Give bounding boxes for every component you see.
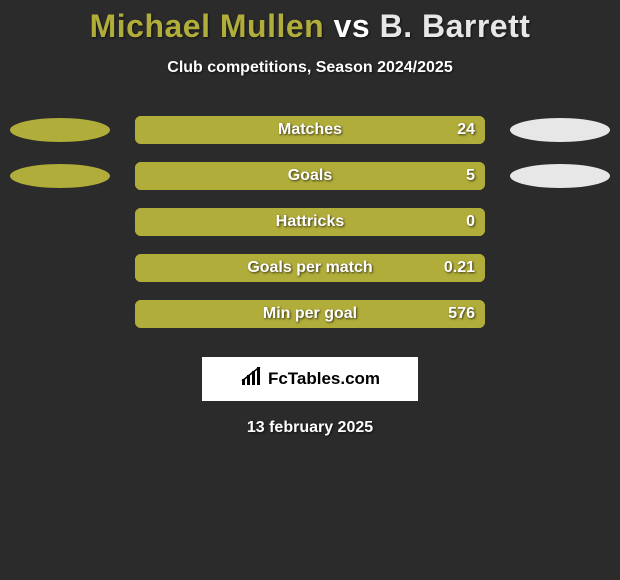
stat-bar: Matches 24: [135, 116, 485, 144]
player2-name: B. Barrett: [380, 8, 531, 44]
stat-label: Hattricks: [276, 213, 344, 231]
brand-box[interactable]: FcTables.com: [202, 357, 418, 401]
stat-row: Min per goal 576: [0, 291, 620, 337]
stat-row: Goals per match 0.21: [0, 245, 620, 291]
stats-area: Matches 24 Goals 5 Hattricks 0 Goals per match…: [0, 107, 620, 337]
left-marker-ellipse: [10, 164, 110, 188]
stat-value-right: 5: [466, 167, 475, 185]
date-text: 13 february 2025: [0, 419, 620, 437]
stat-label: Matches: [278, 121, 342, 139]
player1-name: Michael Mullen: [90, 8, 325, 44]
left-marker-ellipse: [10, 118, 110, 142]
comparison-title: Michael Mullen vs B. Barrett: [0, 0, 620, 45]
brand-text: FcTables.com: [268, 369, 380, 389]
stat-value-right: 576: [448, 305, 475, 323]
stat-value-right: 0.21: [444, 259, 475, 277]
stat-bar: Goals per match 0.21: [135, 254, 485, 282]
stat-bar: Min per goal 576: [135, 300, 485, 328]
stat-value-right: 24: [457, 121, 475, 139]
stat-label: Goals per match: [247, 259, 372, 277]
stat-label: Goals: [288, 167, 332, 185]
stat-label: Min per goal: [263, 305, 357, 323]
brand-chart-icon: [240, 367, 262, 392]
right-marker-ellipse: [510, 164, 610, 188]
stat-row: Hattricks 0: [0, 199, 620, 245]
subtitle: Club competitions, Season 2024/2025: [0, 59, 620, 77]
stat-bar: Hattricks 0: [135, 208, 485, 236]
vs-text: vs: [334, 8, 371, 44]
right-marker-ellipse: [510, 118, 610, 142]
stat-bar: Goals 5: [135, 162, 485, 190]
stat-value-right: 0: [466, 213, 475, 231]
stat-row: Matches 24: [0, 107, 620, 153]
stat-row: Goals 5: [0, 153, 620, 199]
